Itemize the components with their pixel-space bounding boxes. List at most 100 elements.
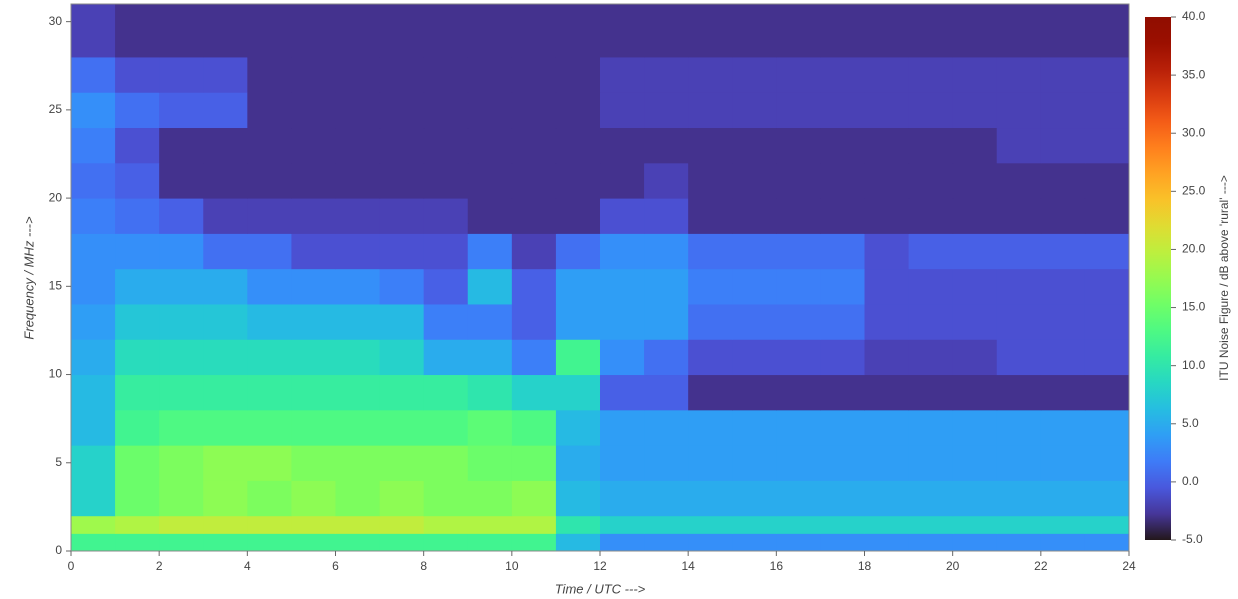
heatmap-cell — [335, 374, 381, 411]
heatmap-cell — [864, 56, 910, 93]
heatmap-cell — [600, 4, 645, 58]
x-tick-label: 14 — [681, 559, 695, 573]
heatmap-cell — [291, 198, 336, 234]
heatmap-cell — [335, 233, 381, 270]
heatmap-cell — [864, 339, 910, 376]
heatmap-cell — [203, 127, 248, 164]
heatmap-cell — [467, 374, 513, 411]
colorbar-tick-label: 0.0 — [1182, 474, 1199, 488]
heatmap-cell — [908, 409, 954, 446]
heatmap-cell — [159, 374, 204, 411]
heatmap-cell — [115, 339, 160, 376]
heatmap-cell — [1040, 268, 1086, 305]
heatmap-cell — [732, 233, 777, 270]
heatmap-cell — [864, 303, 910, 340]
heatmap-cell — [732, 56, 777, 93]
heatmap-cell — [71, 339, 116, 376]
colorbar-tick-label: 25.0 — [1182, 184, 1206, 198]
heatmap-cell — [732, 92, 777, 129]
heatmap-cell — [379, 56, 425, 93]
y-tick-label: 20 — [49, 190, 63, 204]
heatmap-cell — [864, 92, 910, 129]
x-tick-label: 12 — [593, 559, 607, 573]
heatmap-cell — [511, 233, 557, 270]
heatmap-cell — [335, 92, 381, 129]
heatmap-cell — [291, 92, 336, 129]
heatmap-cell — [820, 515, 865, 534]
heatmap-cell — [71, 268, 116, 305]
heatmap-cell — [820, 198, 865, 234]
heatmap-cell — [159, 445, 204, 481]
heatmap-cell — [115, 198, 160, 234]
heatmap-cell — [600, 409, 645, 446]
heatmap-cell — [908, 480, 954, 517]
heatmap-cell — [1084, 409, 1130, 446]
heatmap-cell — [511, 515, 557, 534]
colorbar-tick-label: 10.0 — [1182, 358, 1206, 372]
heatmap-cell — [688, 480, 733, 517]
heatmap-cell — [952, 533, 998, 552]
heatmap-cell — [1084, 339, 1130, 376]
heatmap-cell — [159, 533, 204, 552]
heatmap-cell — [688, 198, 733, 234]
heatmap-cell — [732, 303, 777, 340]
heatmap-cell — [247, 127, 292, 164]
heatmap-cell — [820, 409, 865, 446]
heatmap-cell — [908, 374, 954, 411]
heatmap-cell — [864, 533, 910, 552]
heatmap-cell — [600, 339, 645, 376]
heatmap-cell — [996, 127, 1042, 164]
heatmap-cell — [952, 198, 998, 234]
heatmap-cell — [467, 515, 513, 534]
heatmap-cell — [335, 533, 381, 552]
heatmap-cell — [996, 339, 1042, 376]
heatmap-cell — [688, 92, 733, 129]
heatmap-cell — [379, 198, 425, 234]
heatmap-cell — [864, 162, 910, 199]
heatmap-cell — [864, 409, 910, 446]
heatmap-cell — [732, 409, 777, 446]
heatmap-cell — [159, 127, 204, 164]
heatmap-cell — [467, 303, 513, 340]
x-tick-label: 0 — [68, 559, 75, 573]
heatmap-cell — [864, 198, 910, 234]
heatmap-cell — [776, 127, 821, 164]
heatmap-cell — [379, 445, 425, 481]
heatmap-cell — [379, 480, 425, 517]
heatmap-cell — [115, 162, 160, 199]
heatmap-cell — [776, 233, 821, 270]
heatmap-cell — [555, 198, 601, 234]
heatmap-cell — [820, 374, 865, 411]
heatmap-cell — [820, 533, 865, 552]
heatmap-cell — [1040, 480, 1086, 517]
heatmap-cell — [1040, 374, 1086, 411]
heatmap-cell — [820, 127, 865, 164]
heatmap-cell — [952, 233, 998, 270]
heatmap-cell — [952, 56, 998, 93]
heatmap-cell — [335, 339, 381, 376]
heatmap-cell — [555, 56, 601, 93]
heatmap-cell — [423, 515, 469, 534]
heatmap-cell — [555, 339, 601, 376]
heatmap-cell — [908, 445, 954, 481]
heatmap-cell — [600, 533, 645, 552]
heatmap-cell — [115, 127, 160, 164]
colorbar-tick-label: 30.0 — [1182, 125, 1206, 139]
heatmap-cell — [776, 374, 821, 411]
heatmap-cell — [555, 4, 601, 58]
heatmap-cell — [996, 374, 1042, 411]
heatmap-cell — [71, 480, 116, 517]
heatmap-cell — [908, 56, 954, 93]
heatmap-cell — [732, 127, 777, 164]
heatmap-cell — [776, 445, 821, 481]
heatmap-cell — [203, 445, 248, 481]
heatmap-cell — [203, 162, 248, 199]
heatmap-cell — [247, 268, 292, 305]
heatmap-cell — [423, 374, 469, 411]
heatmap-cell — [71, 162, 116, 199]
heatmap-cell — [644, 374, 689, 411]
y-tick-label: 30 — [49, 14, 63, 28]
y-tick-label: 15 — [49, 278, 63, 292]
heatmap-cell — [423, 4, 469, 58]
